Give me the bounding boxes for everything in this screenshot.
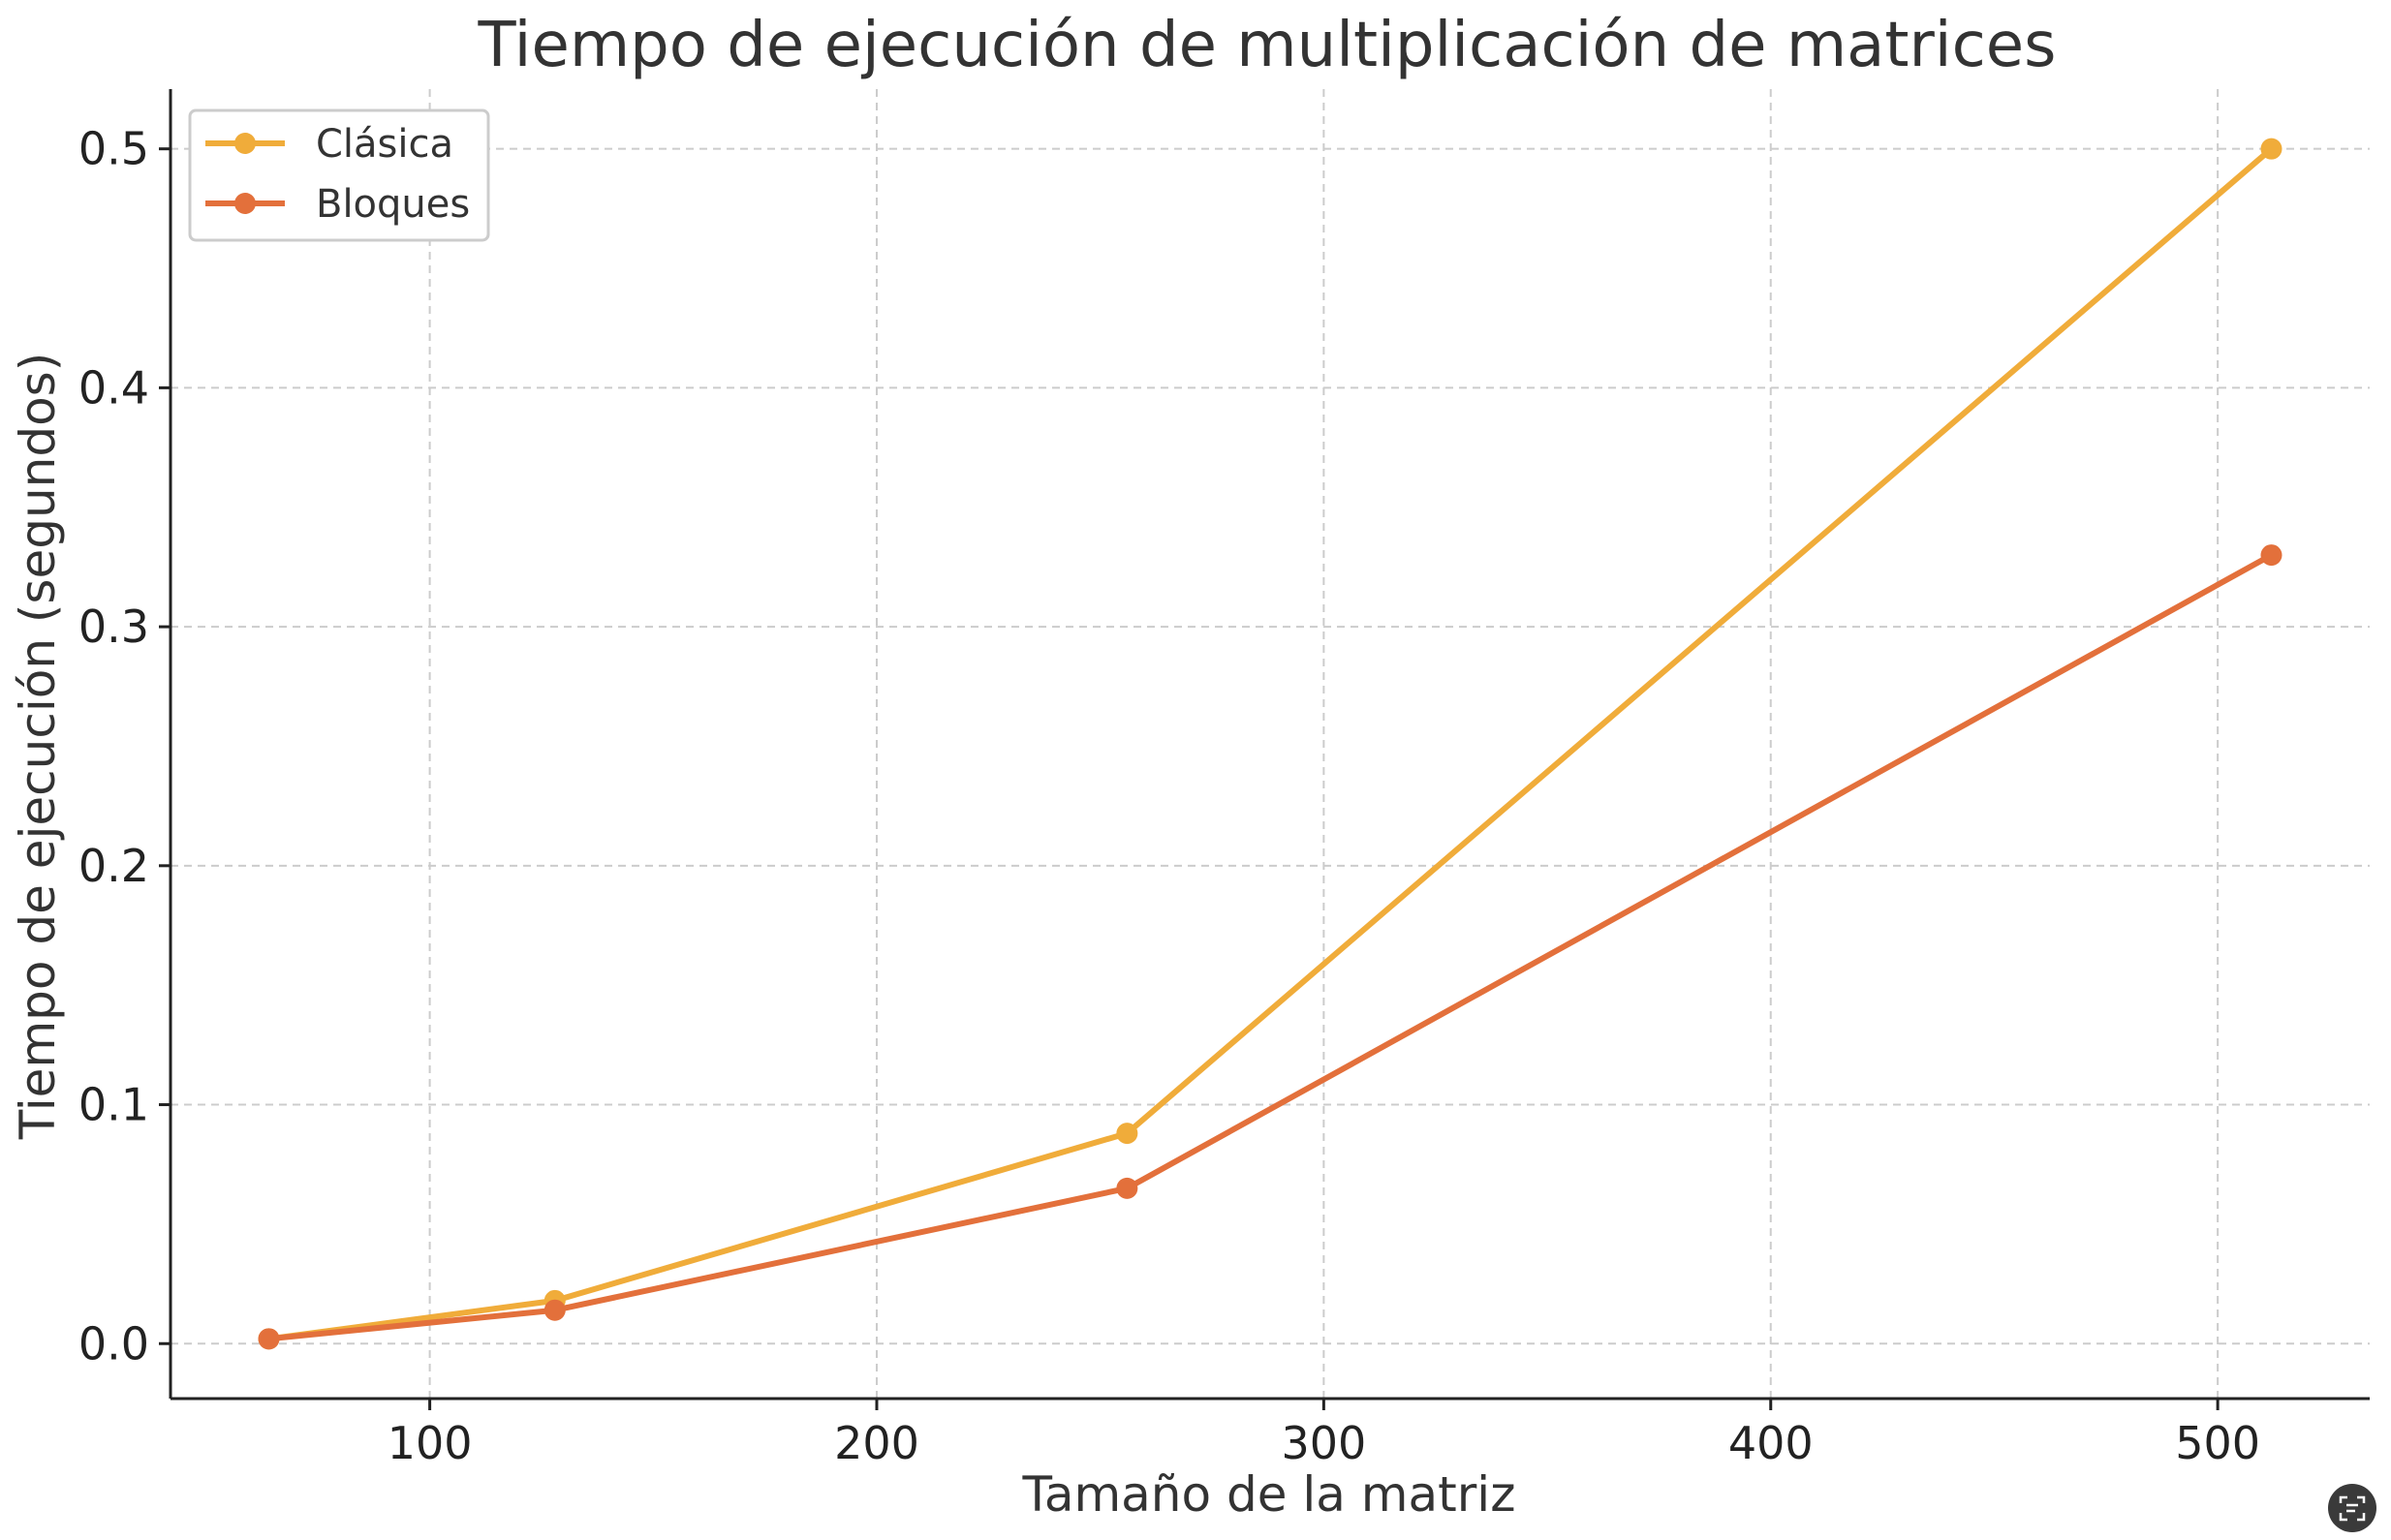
data-point-bloques (543, 1299, 566, 1321)
chart-title: Tiempo de ejecución de multiplicación de… (478, 10, 2057, 81)
legend-item-bloques: Bloques (205, 182, 470, 227)
x-tick-label: 200 (834, 1417, 919, 1469)
data-point-clasica (2260, 138, 2282, 160)
y-tick-label: 0.1 (78, 1079, 149, 1131)
series-line-clasica (265, 145, 2275, 1342)
y-tick-label: 0.4 (78, 361, 149, 414)
x-axis-label: Tamaño de la matriz (1022, 1466, 1516, 1523)
legend-item-clasica: Clásica (205, 122, 453, 167)
legend-swatch-marker (234, 193, 256, 214)
y-tick-label: 0.5 (78, 123, 149, 175)
x-tick-label: 300 (1281, 1417, 1366, 1469)
y-axis-label: Tiempo de ejecución (segundos) (10, 353, 66, 1140)
ticks: 100 200 300 400 500 0.0 0.1 0.2 0.3 0.4 0.5 (78, 123, 2260, 1469)
data-point-bloques (258, 1328, 280, 1350)
screen-capture-icon (2339, 1495, 2366, 1522)
series-clasica (258, 138, 2282, 1350)
data-point-bloques (2260, 544, 2282, 567)
x-tick-label: 400 (1728, 1417, 1814, 1469)
x-tick-label: 100 (388, 1417, 473, 1469)
x-tick-label: 500 (2175, 1417, 2260, 1469)
grid (171, 89, 2370, 1399)
series-line-bloques (265, 552, 2275, 1342)
data-point-bloques (1116, 1177, 1138, 1199)
series-bloques (258, 544, 2282, 1350)
series (258, 138, 2282, 1350)
legend-label: Clásica (316, 122, 453, 167)
legend-label: Bloques (316, 182, 470, 227)
legend-swatch-marker (234, 133, 256, 154)
y-tick-label: 0.3 (78, 601, 149, 653)
data-point-clasica (1116, 1123, 1138, 1145)
screen-capture-button[interactable] (2328, 1484, 2376, 1532)
legend: Clásica Bloques (188, 108, 490, 242)
axes (169, 89, 2370, 1401)
y-tick-label: 0.2 (78, 840, 149, 892)
y-tick-label: 0.0 (78, 1317, 149, 1370)
